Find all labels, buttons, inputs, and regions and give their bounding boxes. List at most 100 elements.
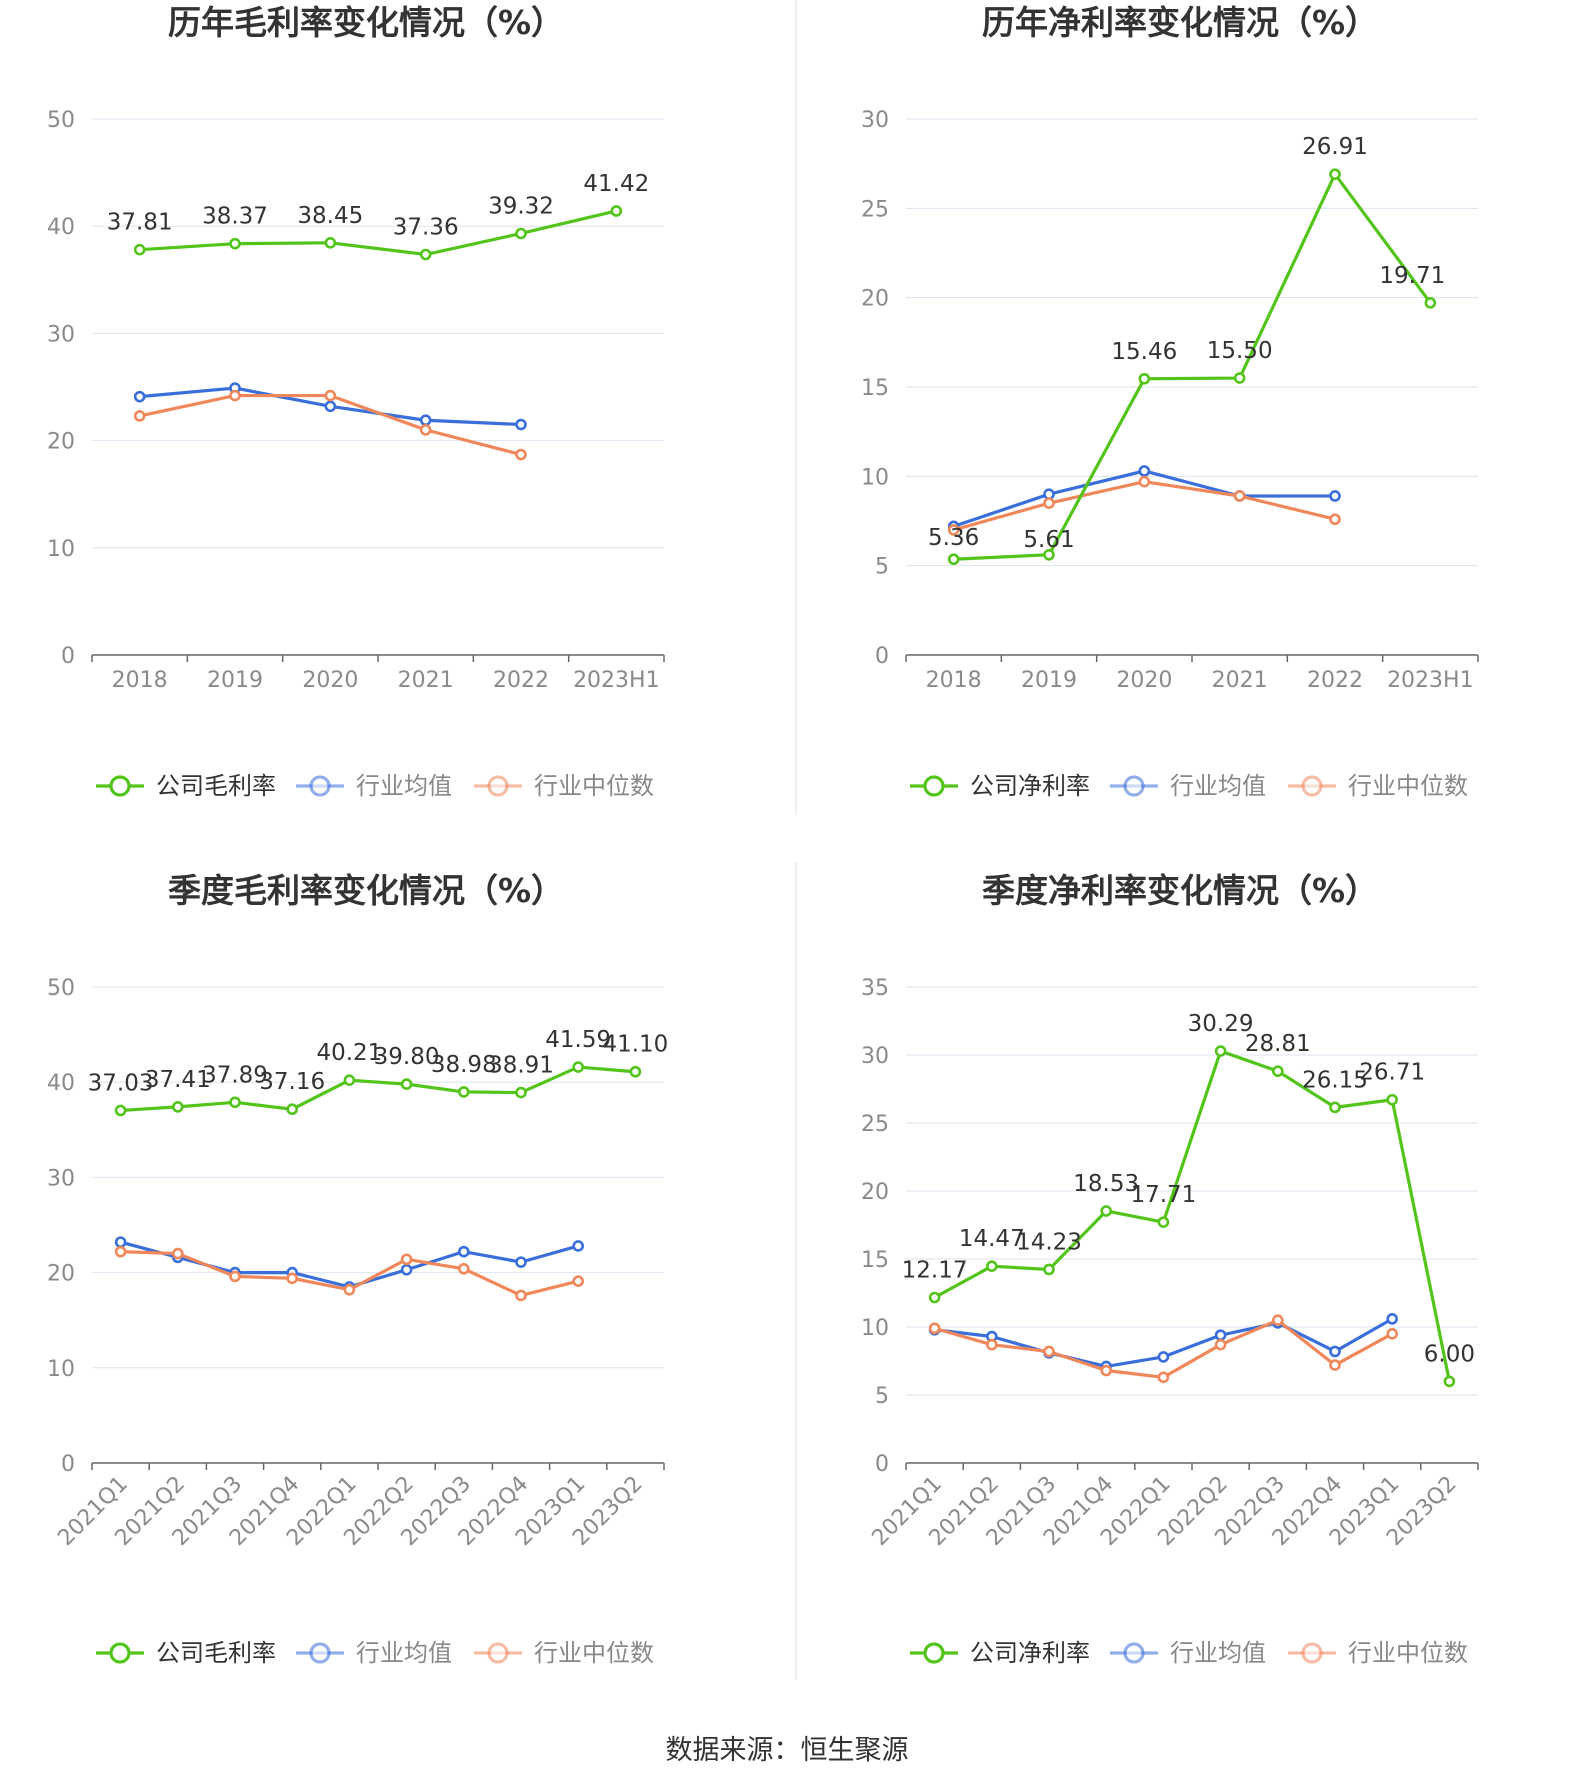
data-point-industry_median bbox=[324, 389, 337, 402]
data-point-company bbox=[1424, 297, 1437, 309]
data-point-industry_avg bbox=[1386, 1313, 1398, 1325]
data-label: 37.81 bbox=[107, 210, 173, 236]
x-tick-label: 2023H1 bbox=[1387, 668, 1474, 693]
data-label: 5.36 bbox=[928, 525, 979, 551]
data-point-industry_median bbox=[1157, 1371, 1170, 1384]
series-line-industry_avg bbox=[120, 1240, 579, 1289]
y-tick-label: 5 bbox=[875, 555, 889, 580]
x-tick-label: 2018 bbox=[112, 668, 168, 693]
legend-item-company: 公司毛利率 bbox=[96, 1639, 276, 1667]
data-point-industry_median bbox=[928, 1322, 941, 1335]
y-tick-label: 30 bbox=[47, 1166, 75, 1191]
data-point-industry_median bbox=[133, 410, 146, 422]
x-tick-label: 2022 bbox=[493, 668, 549, 693]
data-label: 38.37 bbox=[202, 204, 268, 230]
data-point-industry_median bbox=[400, 1253, 413, 1266]
data-point-industry_median bbox=[457, 1262, 470, 1275]
data-point-company bbox=[1443, 1375, 1456, 1388]
data-label: 39.32 bbox=[488, 193, 554, 219]
data-label: 26.91 bbox=[1302, 134, 1368, 160]
data-point-industry_median bbox=[229, 389, 241, 402]
chart-2: 历年净利率变化情况（%） 0 5 10 15 20 25 30 2018 2019 2020 2021… bbox=[861, 3, 1479, 800]
x-tick-label: 2022 bbox=[1307, 668, 1363, 693]
data-label: 41.59 bbox=[545, 1027, 611, 1053]
data-label: 12.17 bbox=[902, 1257, 968, 1283]
y-tick-label: 35 bbox=[861, 976, 889, 1001]
legend-swatch-marker bbox=[923, 775, 945, 797]
data-point-industry_median bbox=[1329, 1359, 1341, 1371]
y-tick-label: 0 bbox=[61, 1452, 75, 1477]
data-point-company bbox=[1100, 1205, 1112, 1217]
data-point-company bbox=[515, 1086, 527, 1099]
data-point-industry_avg bbox=[1329, 1345, 1341, 1358]
y-tick-label: 10 bbox=[861, 1316, 889, 1341]
data-label: 40.21 bbox=[316, 1040, 382, 1066]
data-label: 26.71 bbox=[1359, 1060, 1425, 1086]
source-footer: 数据来源：恒生聚源 bbox=[665, 1735, 909, 1766]
x-tick-label: 2018 bbox=[926, 668, 982, 693]
data-point-industry_median bbox=[343, 1283, 356, 1296]
data-point-industry_median bbox=[1138, 475, 1151, 488]
data-label: 39.80 bbox=[374, 1044, 440, 1070]
x-tick-label: 2019 bbox=[1021, 668, 1077, 693]
data-point-company bbox=[1329, 1101, 1341, 1114]
y-tick-label: 50 bbox=[47, 976, 75, 1001]
legend-swatch-marker bbox=[309, 1642, 331, 1664]
data-point-industry_avg bbox=[419, 414, 432, 427]
chart-1: 历年毛利率变化情况（%） 0 10 20 30 40 50 2018 2019 2020 2021 2… bbox=[47, 3, 665, 800]
data-label: 37.41 bbox=[145, 1067, 211, 1093]
legend-label: 行业均值 bbox=[1170, 1639, 1266, 1667]
data-point-company bbox=[985, 1260, 998, 1273]
data-point-company bbox=[610, 205, 623, 217]
y-tick-label: 25 bbox=[861, 1112, 889, 1137]
data-point-company bbox=[1157, 1216, 1170, 1228]
legend-swatch-marker bbox=[1301, 775, 1323, 797]
data-point-company bbox=[572, 1061, 585, 1073]
legend-item-industry_median: 行业中位数 bbox=[1288, 1639, 1468, 1667]
data-point-industry_avg bbox=[133, 390, 146, 403]
data-label: 41.42 bbox=[583, 171, 649, 197]
data-point-industry_median bbox=[1043, 1345, 1055, 1358]
legend-item-industry_median: 行业中位数 bbox=[474, 1639, 654, 1667]
legend-label: 行业中位数 bbox=[1348, 772, 1468, 800]
y-tick-label: 0 bbox=[875, 1452, 889, 1477]
data-point-company bbox=[947, 553, 960, 566]
data-point-company bbox=[114, 1104, 127, 1117]
data-point-company bbox=[133, 243, 146, 256]
data-label: 26.15 bbox=[1302, 1067, 1368, 1093]
data-point-industry_avg bbox=[1329, 490, 1341, 502]
data-point-industry_avg bbox=[1214, 1329, 1227, 1341]
legend-label: 公司净利率 bbox=[970, 1639, 1090, 1667]
series-line-company bbox=[120, 1065, 636, 1113]
data-point-industry_median bbox=[572, 1275, 585, 1287]
y-tick-label: 15 bbox=[861, 1248, 889, 1273]
legend-label: 公司净利率 bbox=[970, 772, 1090, 800]
legend-label: 公司毛利率 bbox=[156, 772, 276, 800]
legend-swatch-marker bbox=[1301, 1642, 1323, 1664]
chart-4: 季度净利率变化情况（%）051015202530352021Q12021Q220… bbox=[861, 871, 1479, 1667]
data-point-industry_avg bbox=[515, 1256, 527, 1268]
data-label: 19.71 bbox=[1379, 263, 1445, 289]
data-label: 18.53 bbox=[1073, 1171, 1139, 1197]
data-point-industry_median bbox=[1233, 490, 1246, 502]
chart-title: 季度毛利率变化情况（%） bbox=[168, 871, 564, 910]
chart-3: 季度毛利率变化情况（%）010203040502021Q12021Q22021Q… bbox=[47, 871, 668, 1667]
legend-swatch-marker bbox=[487, 775, 509, 797]
data-point-industry_median bbox=[947, 524, 960, 536]
data-label: 41.10 bbox=[602, 1032, 668, 1058]
data-point-company bbox=[400, 1078, 413, 1090]
data-point-industry_median bbox=[1272, 1314, 1284, 1326]
legend-label: 行业中位数 bbox=[1348, 1639, 1468, 1667]
data-point-industry_avg bbox=[1138, 465, 1151, 477]
y-tick-label: 40 bbox=[47, 1071, 75, 1096]
y-tick-label: 30 bbox=[47, 322, 75, 347]
y-tick-label: 15 bbox=[861, 376, 889, 401]
data-point-company bbox=[928, 1291, 941, 1304]
x-tick-label: 2023H1 bbox=[573, 668, 660, 693]
data-point-industry_avg bbox=[400, 1263, 413, 1276]
y-tick-label: 5 bbox=[875, 1384, 889, 1409]
y-tick-label: 10 bbox=[861, 465, 889, 490]
data-label: 6.00 bbox=[1424, 1341, 1475, 1367]
legend-item-company: 公司净利率 bbox=[910, 1639, 1090, 1667]
data-label: 38.98 bbox=[431, 1052, 497, 1078]
